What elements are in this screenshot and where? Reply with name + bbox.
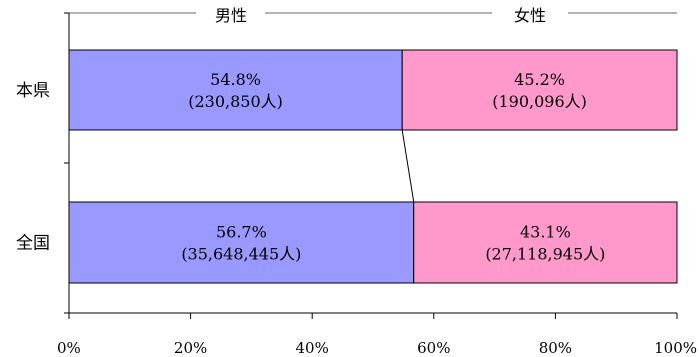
category-label-0: 本県 (16, 81, 50, 101)
series-line (401, 129, 415, 203)
bar-1-0 (68, 201, 415, 284)
x-tick-label-0: 0% (57, 339, 81, 357)
bar-0-1 (401, 49, 678, 131)
bar-1-1 (413, 201, 678, 284)
x-ticks-group: 0% 20% 40% 60% 80% 100% (57, 313, 697, 357)
count-label-1-1: (27,118,945人) (485, 245, 605, 264)
series-lines-group (401, 129, 415, 203)
count-label-1-0: (35,648,445人) (181, 245, 301, 264)
data-label-1-0: 56.7% (216, 223, 267, 242)
x-tick-label-1: 20% (174, 339, 207, 357)
x-tick-label-5: 100% (654, 339, 697, 357)
x-tick-label-2: 40% (296, 339, 329, 357)
data-label-0-1: 45.2% (514, 70, 565, 89)
x-tick-label-4: 80% (539, 339, 572, 357)
legend-male: 男性 (215, 6, 247, 25)
legend-female: 女性 (514, 6, 546, 25)
count-label-0-1: (190,096人) (492, 92, 587, 111)
x-tick-label-3: 60% (417, 339, 450, 357)
bars-group: 54.8% (230,850人) 45.2% (190,096人) 56.7% (35,6… (68, 49, 678, 284)
bar-0-0 (68, 49, 403, 131)
data-label-1-1: 43.1% (520, 223, 571, 242)
count-label-0-0: (230,850人) (188, 92, 283, 111)
category-label-1: 全国 (16, 234, 50, 254)
data-label-0-0: 54.8% (210, 70, 261, 89)
